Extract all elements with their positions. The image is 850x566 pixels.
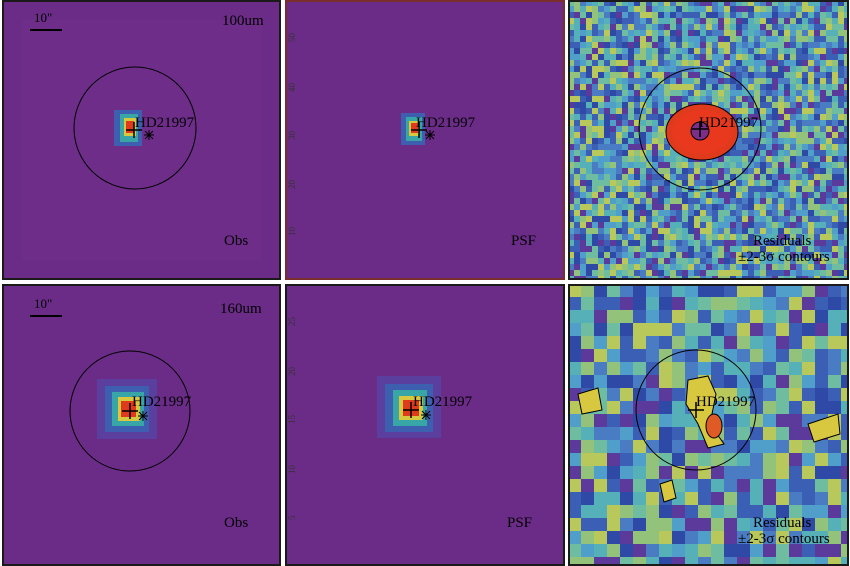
star-marker-icon bbox=[421, 410, 431, 420]
psf-image-160um bbox=[285, 284, 565, 566]
contours-label: ±2-3σ contours bbox=[738, 531, 830, 547]
source-label: HD21997 bbox=[413, 394, 473, 410]
psf-panel-100um: HD21997 PSF 10 20 30 40 50 bbox=[285, 0, 565, 280]
scale-bar bbox=[30, 29, 62, 31]
residual-image-100um bbox=[568, 0, 849, 280]
y-tick: 5 bbox=[287, 515, 297, 521]
contours-label: ±2-3σ contours bbox=[738, 249, 830, 265]
plus-marker-icon bbox=[411, 122, 427, 138]
residual-panel-100um: HD21997 Residuals ±2-3σ contours bbox=[568, 0, 849, 280]
obs-image-100um bbox=[2, 0, 281, 280]
obs-panel-100um: 10" 100um HD21997 Obs bbox=[2, 0, 281, 280]
y-tick: 40 bbox=[287, 83, 297, 92]
residual-panel-160um: HD21997 Residuals ±2-3σ contours bbox=[568, 284, 849, 566]
source-label: HD21997 bbox=[699, 115, 759, 131]
source-label: HD21997 bbox=[696, 394, 756, 410]
scale-bar-label: 10" bbox=[34, 10, 53, 25]
obs-image-160um bbox=[2, 284, 281, 566]
star-marker-icon bbox=[138, 411, 148, 421]
band-label: 160um bbox=[220, 301, 262, 317]
plus-marker-icon bbox=[126, 122, 142, 138]
psf-label: PSF bbox=[507, 515, 533, 531]
y-tick: 50 bbox=[287, 33, 297, 42]
y-tick: 15 bbox=[287, 415, 297, 424]
psf-image-100um bbox=[285, 0, 565, 280]
source-label: HD21997 bbox=[416, 115, 476, 131]
psf-label: PSF bbox=[511, 233, 537, 249]
y-tick: 20 bbox=[287, 367, 297, 376]
scale-bar bbox=[30, 315, 62, 317]
y-tick: 25 bbox=[287, 317, 297, 326]
psf-panel-160um: HD21997 PSF 5 10 15 20 25 bbox=[285, 284, 565, 566]
y-tick: 10 bbox=[287, 227, 297, 236]
obs-label: Obs bbox=[224, 233, 249, 249]
scale-bar-label: 10" bbox=[34, 296, 53, 311]
source-label: HD21997 bbox=[135, 115, 195, 131]
y-tick: 30 bbox=[287, 131, 297, 140]
residuals-label: Residuals bbox=[753, 515, 812, 531]
source-label: HD21997 bbox=[132, 394, 192, 410]
residuals-label: Residuals bbox=[753, 233, 812, 249]
residual-image-160um bbox=[568, 284, 849, 566]
obs-panel-160um: 10" 160um HD21997 Obs bbox=[2, 284, 281, 566]
y-tick: 20 bbox=[287, 180, 297, 189]
band-label: 100um bbox=[222, 13, 264, 29]
star-marker-icon bbox=[425, 130, 435, 140]
plus-marker-icon bbox=[403, 402, 419, 418]
star-marker-icon bbox=[144, 130, 154, 140]
plus-marker-icon bbox=[122, 403, 138, 419]
y-tick: 10 bbox=[287, 465, 297, 474]
obs-label: Obs bbox=[224, 515, 249, 531]
